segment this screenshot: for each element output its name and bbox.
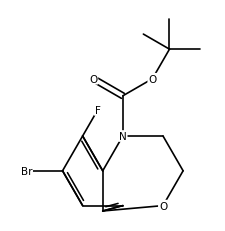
Text: O: O: [148, 74, 156, 84]
Text: N: N: [118, 131, 126, 141]
Text: O: O: [158, 201, 166, 211]
Text: O: O: [89, 74, 97, 84]
Text: F: F: [94, 105, 100, 116]
Text: Br: Br: [20, 166, 32, 176]
